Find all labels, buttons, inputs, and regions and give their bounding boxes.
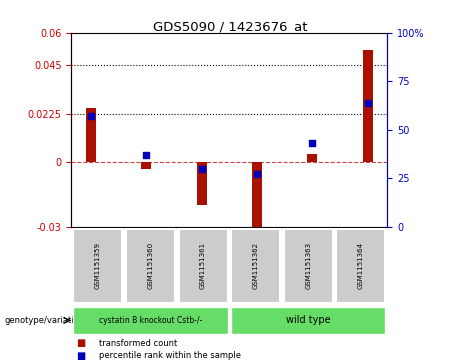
Bar	[197, 162, 207, 205]
Text: GSM1151359: GSM1151359	[95, 242, 101, 289]
Text: wild type: wild type	[286, 315, 331, 325]
Bar	[141, 162, 151, 168]
Text: cystatin B knockout Cstb-/-: cystatin B knockout Cstb-/-	[99, 316, 202, 325]
Point	[364, 100, 372, 106]
Bar	[363, 50, 373, 162]
Point	[309, 140, 316, 146]
Text: GDS5090 / 1423676_at: GDS5090 / 1423676_at	[153, 20, 308, 33]
Text: ■: ■	[76, 338, 85, 348]
Point	[142, 152, 150, 158]
Point	[198, 166, 205, 171]
Bar	[252, 162, 262, 236]
Bar	[86, 108, 96, 162]
Text: GSM1151360: GSM1151360	[148, 242, 154, 289]
Point	[87, 113, 95, 119]
Text: GSM1151364: GSM1151364	[358, 242, 364, 289]
Point	[254, 172, 261, 178]
Text: GSM1151363: GSM1151363	[305, 242, 311, 289]
Text: GSM1151362: GSM1151362	[253, 242, 259, 289]
Text: ■: ■	[76, 351, 85, 361]
Text: genotype/variation: genotype/variation	[5, 316, 85, 325]
Text: GSM1151361: GSM1151361	[200, 242, 206, 289]
Text: percentile rank within the sample: percentile rank within the sample	[99, 351, 241, 360]
Bar	[307, 154, 318, 162]
Text: transformed count: transformed count	[99, 339, 177, 347]
